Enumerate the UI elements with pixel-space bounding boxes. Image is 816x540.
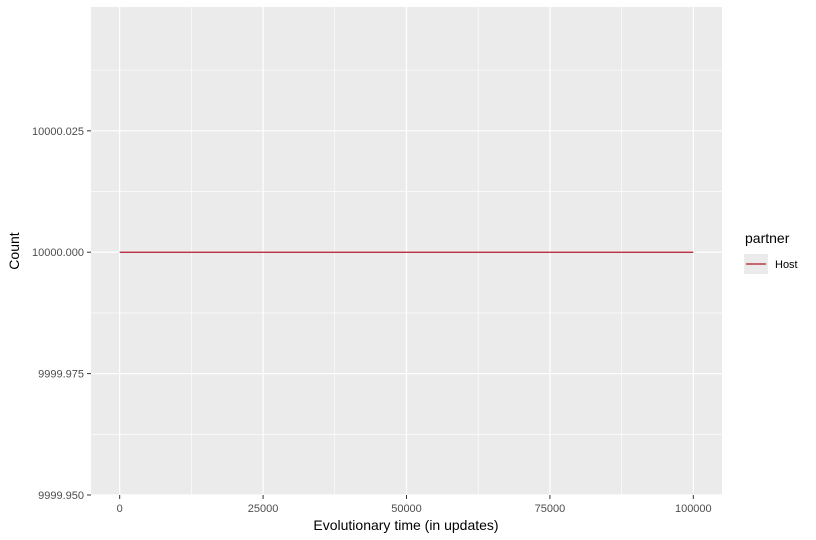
- y-tick-label: 10000.000: [32, 247, 84, 259]
- x-tick-label: 25000: [248, 503, 279, 515]
- x-tick-label: 75000: [535, 503, 566, 515]
- x-tick-label: 0: [117, 503, 123, 515]
- y-tick-label: 10000.025: [32, 126, 84, 138]
- legend-title: partner: [745, 230, 790, 246]
- legend-label-host: Host: [775, 259, 798, 271]
- y-tick-label: 9999.975: [38, 369, 84, 381]
- x-tick-label: 50000: [391, 503, 422, 515]
- y-axis-ticks: 9999.950 9999.975 10000.000 10000.025: [32, 126, 91, 502]
- x-axis-title: Evolutionary time (in updates): [313, 517, 498, 533]
- y-axis-title: Count: [6, 232, 22, 269]
- x-tick-label: 100000: [675, 503, 712, 515]
- y-tick-label: 9999.950: [38, 490, 84, 502]
- legend: partner Host: [744, 230, 798, 274]
- x-axis-ticks: 0 25000 50000 75000 100000: [117, 495, 712, 515]
